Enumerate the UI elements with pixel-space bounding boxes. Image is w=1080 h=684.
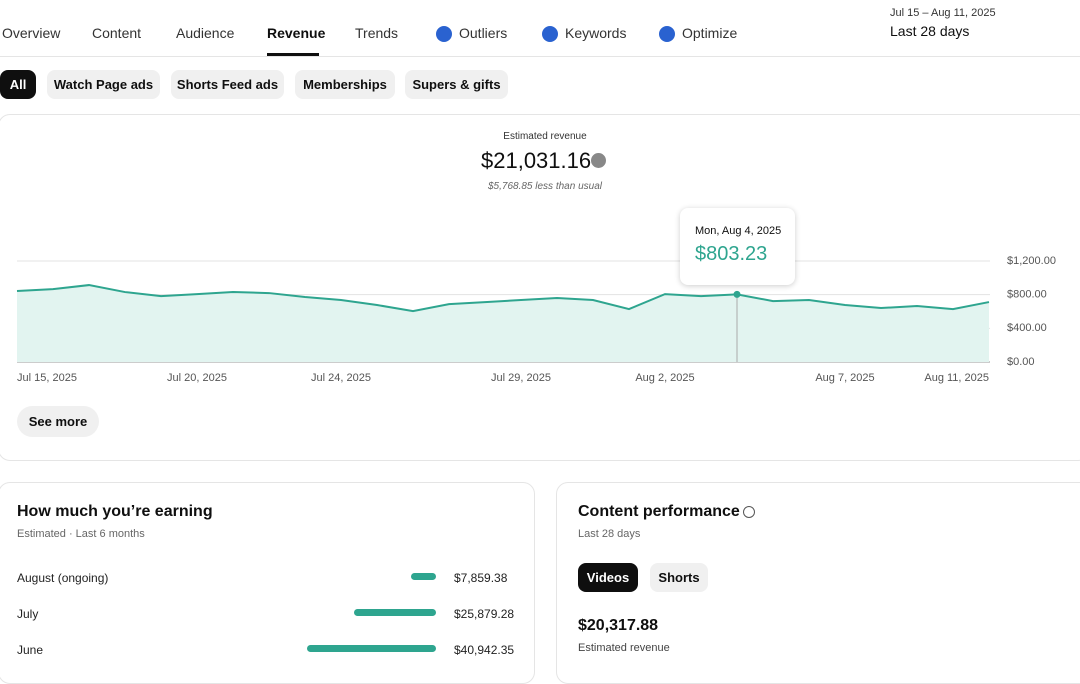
tab[interactable]: Revenue (267, 25, 326, 41)
see-more-button[interactable]: See more (17, 406, 99, 437)
area (17, 285, 989, 362)
content-title: Content performance (578, 503, 740, 520)
x-tick-label: Jul 20, 2025 (167, 372, 227, 384)
x-tick-label: Jul 29, 2025 (491, 372, 551, 384)
x-tick-label: Aug 7, 2025 (815, 372, 874, 384)
tooltip-value: $803.23 (695, 243, 768, 265)
x-tick-label: Aug 2, 2025 (635, 372, 694, 384)
tab-icon (436, 26, 452, 42)
y-tick-label: $0.00 (1007, 356, 1035, 368)
month-value: $25,879.28 (454, 607, 515, 621)
y-tick-label: $1,200.00 (1007, 255, 1056, 267)
content-subtitle: Last 28 days (578, 528, 641, 540)
summary-label: Estimated revenue (503, 131, 587, 142)
earnings-subtitle: Estimated · Last 6 months (17, 528, 145, 540)
download-icon[interactable] (591, 153, 606, 168)
tooltip-title: Mon, Aug 4, 2025 (695, 225, 782, 237)
filter-chip[interactable]: All (0, 70, 36, 99)
tab[interactable]: Audience (176, 25, 235, 41)
tab[interactable]: Keywords (565, 25, 627, 41)
summary-comparison: $5,768.85 less than usual (488, 181, 602, 192)
info-icon[interactable] (743, 506, 755, 518)
month-label: August (ongoing) (17, 571, 109, 585)
tab[interactable]: Outliers (459, 25, 508, 41)
filter-chip[interactable]: Memberships (295, 70, 395, 99)
date-range[interactable]: Jul 15 – Aug 11, 2025 (890, 7, 996, 19)
tooltip: Mon, Aug 4, 2025 $803.23 (680, 208, 795, 285)
earnings-bar (354, 609, 436, 616)
tab[interactable]: Optimize (682, 25, 738, 41)
header-divider (0, 56, 1080, 57)
content-value-label: Estimated revenue (578, 642, 670, 654)
month-label: July (17, 607, 39, 621)
summary-value: $21,031.16 (481, 148, 592, 173)
page: Overview Content Audience Revenue Trends… (0, 7, 1080, 684)
earnings-bar (307, 645, 436, 652)
tab-underline (267, 53, 319, 56)
x-tick-label: Jul 15, 2025 (17, 372, 77, 384)
month-label: June (17, 643, 44, 657)
tab-icon (542, 26, 558, 42)
tab[interactable]: Content (92, 25, 142, 41)
content-chip[interactable]: Videos (578, 563, 638, 592)
earnings-bar (411, 573, 436, 580)
x-tick-label: Aug 11, 2025 (924, 372, 989, 384)
filter-chip[interactable]: Supers & gifts (405, 70, 508, 99)
period[interactable]: Last 28 days (890, 23, 970, 39)
content-value: $20,317.88 (578, 617, 659, 634)
month-value: $7,859.38 (454, 571, 508, 585)
chart: $0.00 $400.00 $800.00 $1,200.00 Jul 15, 2025… (16, 255, 1056, 384)
tab[interactable]: Trends (355, 25, 399, 41)
y-tick-label: $400.00 (1007, 322, 1047, 334)
line (16, 284, 990, 313)
earnings-title: How much you’re earning (17, 503, 213, 520)
filter-chip[interactable]: Shorts Feed ads (171, 70, 284, 99)
hover-point (733, 290, 741, 298)
tab[interactable]: Overview (2, 25, 61, 41)
filter-chip[interactable]: Watch Page ads (47, 70, 160, 99)
tab-icon (659, 26, 675, 42)
x-tick-label: Jul 24, 2025 (311, 372, 371, 384)
content-chip[interactable]: Shorts (650, 563, 708, 592)
month-value: $40,942.35 (454, 643, 515, 657)
chart-card (0, 114, 1080, 461)
y-tick-label: $800.00 (1007, 289, 1047, 301)
